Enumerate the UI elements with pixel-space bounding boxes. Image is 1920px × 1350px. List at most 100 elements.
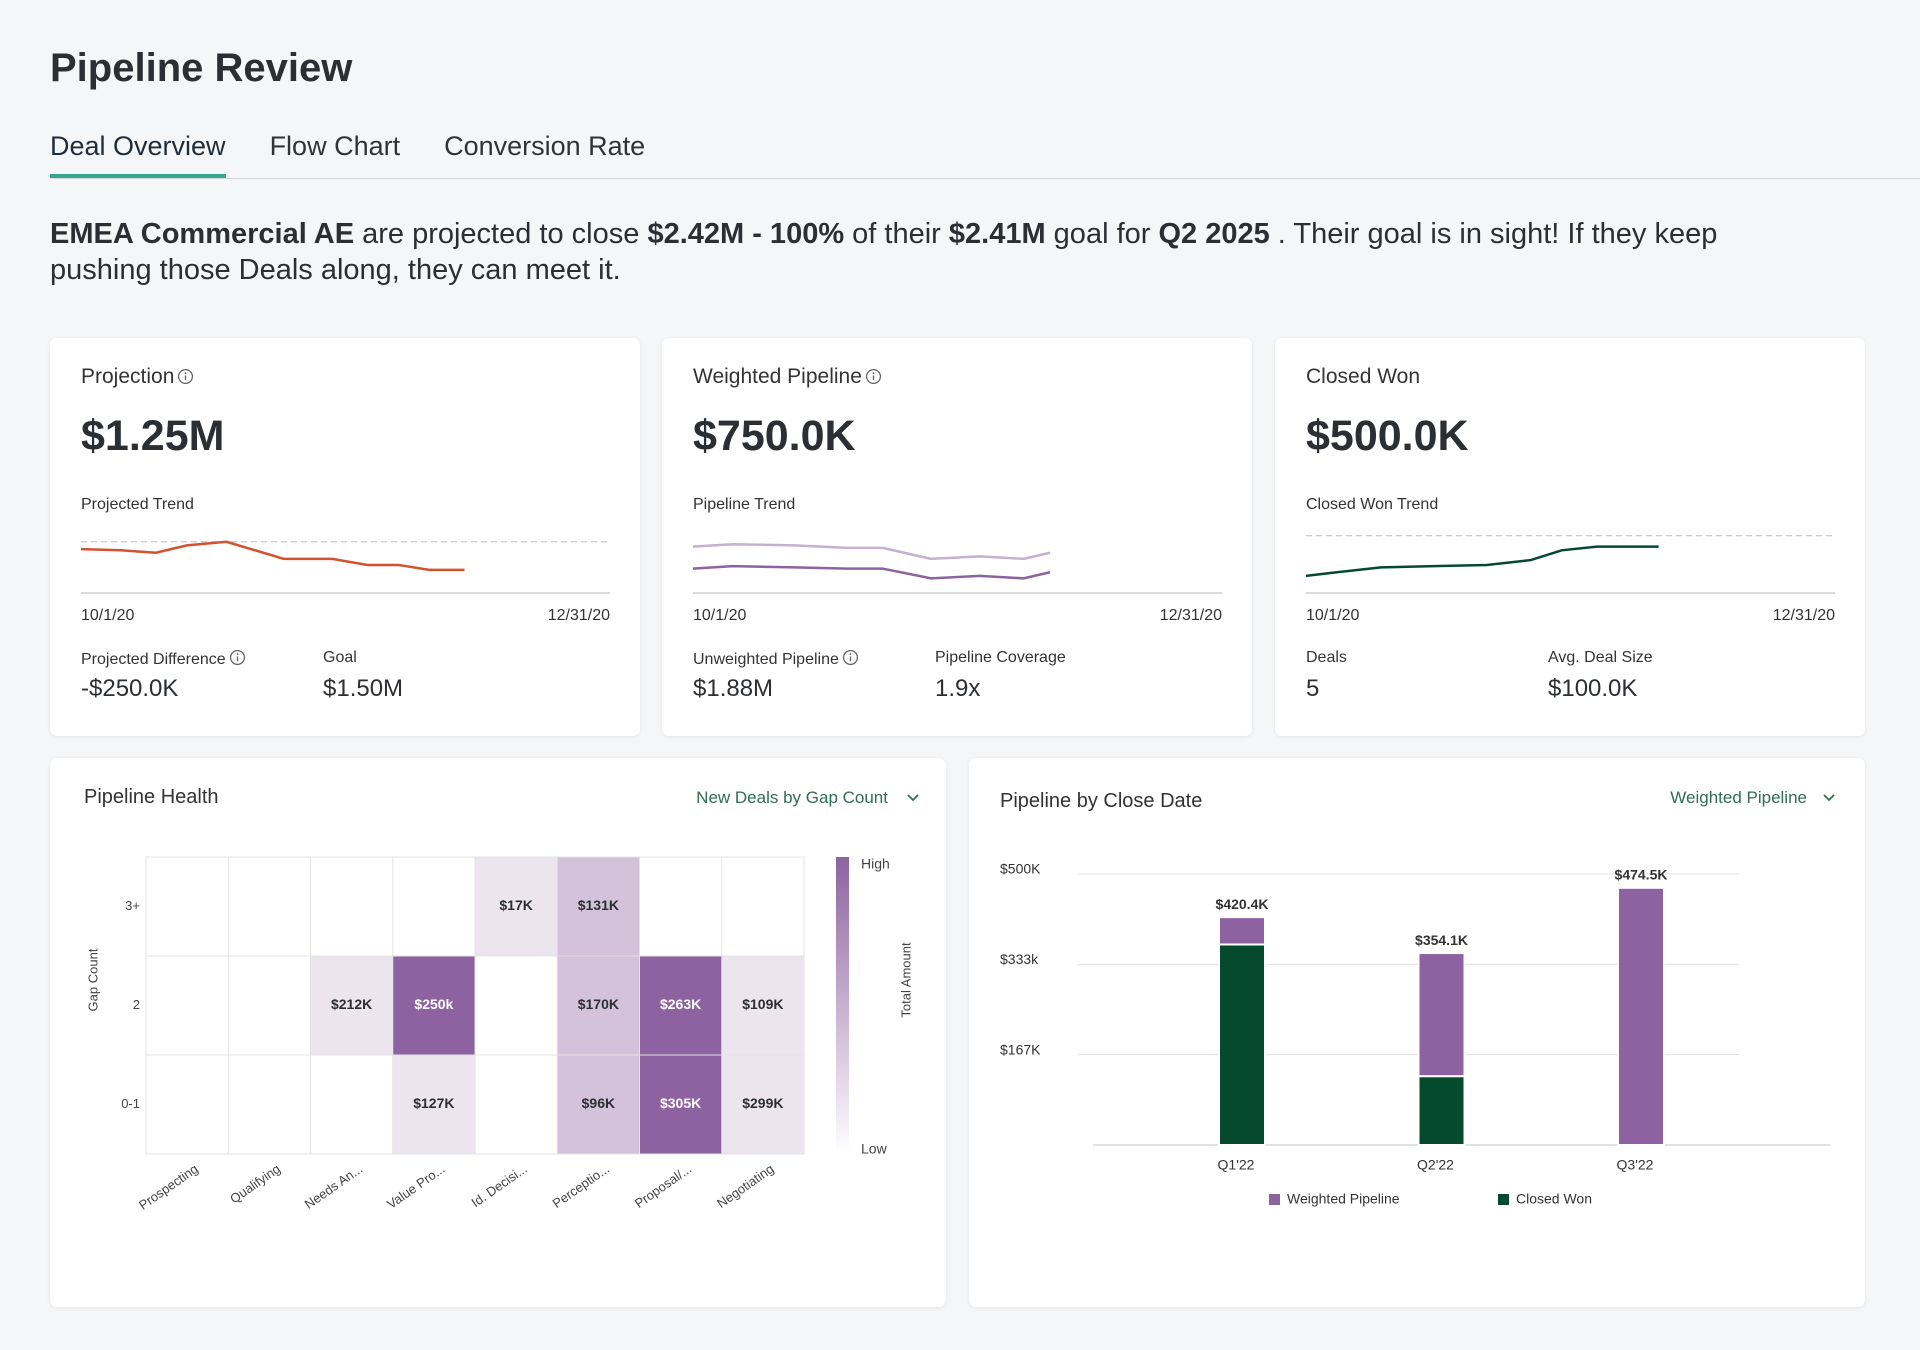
cell-label: $299K	[742, 1095, 783, 1111]
bar-segment	[1218, 916, 1266, 946]
summary-segment: EMEA Commercial AE	[50, 218, 355, 250]
panel-title: Pipeline Health	[84, 786, 219, 808]
sparkline-line	[692, 542, 1051, 561]
metric-label: Avg. Deal Size	[1548, 649, 1653, 666]
chevron	[1823, 794, 1835, 802]
colorbar	[836, 857, 849, 1154]
info-dot	[849, 653, 852, 656]
cell-label: $96K	[582, 1095, 615, 1111]
info-icon	[842, 649, 858, 666]
end-date: 12/31/20	[547, 607, 610, 624]
metric-label: Pipeline Coverage	[935, 649, 1066, 666]
start-date: 10/1/20	[1306, 607, 1360, 624]
total-label: $474.5K	[1615, 867, 1668, 883]
metric-label-row: Goal	[323, 649, 357, 667]
x-tick-label: Proposal/...	[632, 1161, 694, 1211]
heat-cell	[639, 1055, 722, 1154]
x-tick-label: Qualifying	[227, 1161, 283, 1206]
x-tick-label: Id. Decisi...	[469, 1161, 530, 1210]
y-tick-label: $500K	[1000, 861, 1041, 877]
heat-cell	[310, 956, 393, 1055]
heat-cell	[392, 1055, 475, 1154]
legend-swatch	[1498, 1194, 1509, 1205]
cell-label: $305K	[660, 1095, 701, 1111]
metric-label-row: Pipeline Coverage	[935, 649, 1066, 667]
y-axis-title: Gap Count	[85, 948, 100, 1011]
tab[interactable]: Conversion Rate	[444, 131, 646, 161]
total-label: $420.4K	[1216, 896, 1269, 912]
tab[interactable]: Deal Overview	[50, 131, 226, 178]
dropdown-label: New Deals by Gap Count	[696, 788, 888, 807]
tab-bar: Deal Overview Flow Chart Conversion Rate	[50, 131, 689, 178]
heat-cell	[475, 857, 558, 956]
card-value: $750.0K	[693, 412, 856, 460]
heat-cell	[392, 956, 475, 1055]
start-date: 10/1/20	[81, 607, 135, 624]
dropdown-label: Weighted Pipeline	[1670, 788, 1807, 807]
tab[interactable]: Flow Chart	[269, 131, 401, 161]
heat-cell	[639, 956, 722, 1055]
metric-label: Goal	[323, 649, 357, 666]
end-date: 12/31/20	[1772, 607, 1835, 624]
card-title-row: Closed Won	[1306, 364, 1420, 390]
metric-value: -$250.0K	[81, 675, 179, 702]
info-circle	[842, 649, 858, 666]
panel-svg: $17K $131K $212K $250k $170K $263K $109K $127K $…	[85, 794, 919, 1213]
dropdown[interactable]: New Deals by Gap Count	[696, 788, 888, 808]
summary-segment: goal for	[1045, 218, 1159, 250]
y-tick-label: $333k	[1000, 951, 1039, 967]
cell-label: $170K	[578, 996, 619, 1012]
x-tick-label: Needs An...	[302, 1161, 366, 1212]
x-tick-label: Value Pro...	[384, 1161, 447, 1212]
kpi-card: Closed Won $500.0K Closed Won Trend 10/1/20…	[1275, 338, 1865, 736]
chart-panel: $167K $333k $500K $420.4K Q1'22 $354.1K Q2'22 $…	[969, 758, 1865, 1307]
summary-segment: $2.42M - 100%	[647, 218, 845, 250]
kpi-card: Weighted Pipeline $750.0K Pipeline Trend 10…	[662, 338, 1252, 736]
metric-value: 1.9x	[935, 675, 981, 702]
card-title: Weighted Pipeline	[693, 365, 862, 388]
card-title-row: Projection	[81, 364, 194, 390]
sparkline-line	[80, 540, 465, 572]
colorbar-title: Total Amount	[898, 942, 913, 1018]
chevron	[907, 794, 919, 802]
metric-label-row: Avg. Deal Size	[1548, 649, 1653, 667]
info-dot	[184, 372, 187, 375]
card-title: Projection	[81, 365, 175, 388]
colorbar-low: Low	[861, 1141, 888, 1157]
heat-cell	[721, 956, 804, 1055]
tab-separator	[50, 178, 1920, 179]
x-tick-label: Perceptio...	[550, 1161, 612, 1211]
dropdown[interactable]: Weighted Pipeline	[1670, 788, 1807, 808]
sparkline	[692, 542, 1222, 594]
colorbar-high: High	[861, 856, 890, 872]
x-tick-label: Q3'22	[1617, 1157, 1654, 1173]
info-dot	[872, 372, 875, 375]
info-icon	[229, 649, 245, 666]
trend-title: Pipeline Trend	[693, 496, 796, 513]
summary-segment: . Their goal is in sight! If they keep p…	[50, 218, 1718, 286]
summary-text: EMEA Commercial AE are projected to clos…	[50, 216, 1780, 288]
total-label: $354.1K	[1415, 932, 1468, 948]
bar-segment	[1417, 952, 1466, 1078]
legend-swatch	[1269, 1194, 1280, 1205]
info-icon	[178, 368, 194, 385]
info-circle	[178, 368, 194, 385]
metric-value: 5	[1306, 675, 1320, 702]
x-tick-label: Q1'22	[1218, 1157, 1255, 1173]
y-tick-label: 0-1	[121, 1096, 140, 1111]
bar-segment	[1218, 943, 1266, 1146]
metric-label: Unweighted Pipeline	[693, 651, 839, 668]
card-value: $500.0K	[1306, 412, 1469, 460]
summary-segment: of their	[844, 218, 949, 250]
trend-title: Closed Won Trend	[1306, 496, 1439, 513]
cell-label: $17K	[499, 897, 532, 913]
trend-title: Projected Trend	[81, 496, 194, 513]
info-circle	[865, 368, 881, 385]
cell-label: $250k	[414, 996, 453, 1012]
metric-label-row: Unweighted Pipeline	[693, 649, 859, 669]
y-tick-label: $167K	[1000, 1041, 1041, 1057]
heat-cell	[557, 956, 640, 1055]
bar-segment	[1417, 1075, 1466, 1146]
summary-segment: $2.41M	[948, 218, 1046, 250]
